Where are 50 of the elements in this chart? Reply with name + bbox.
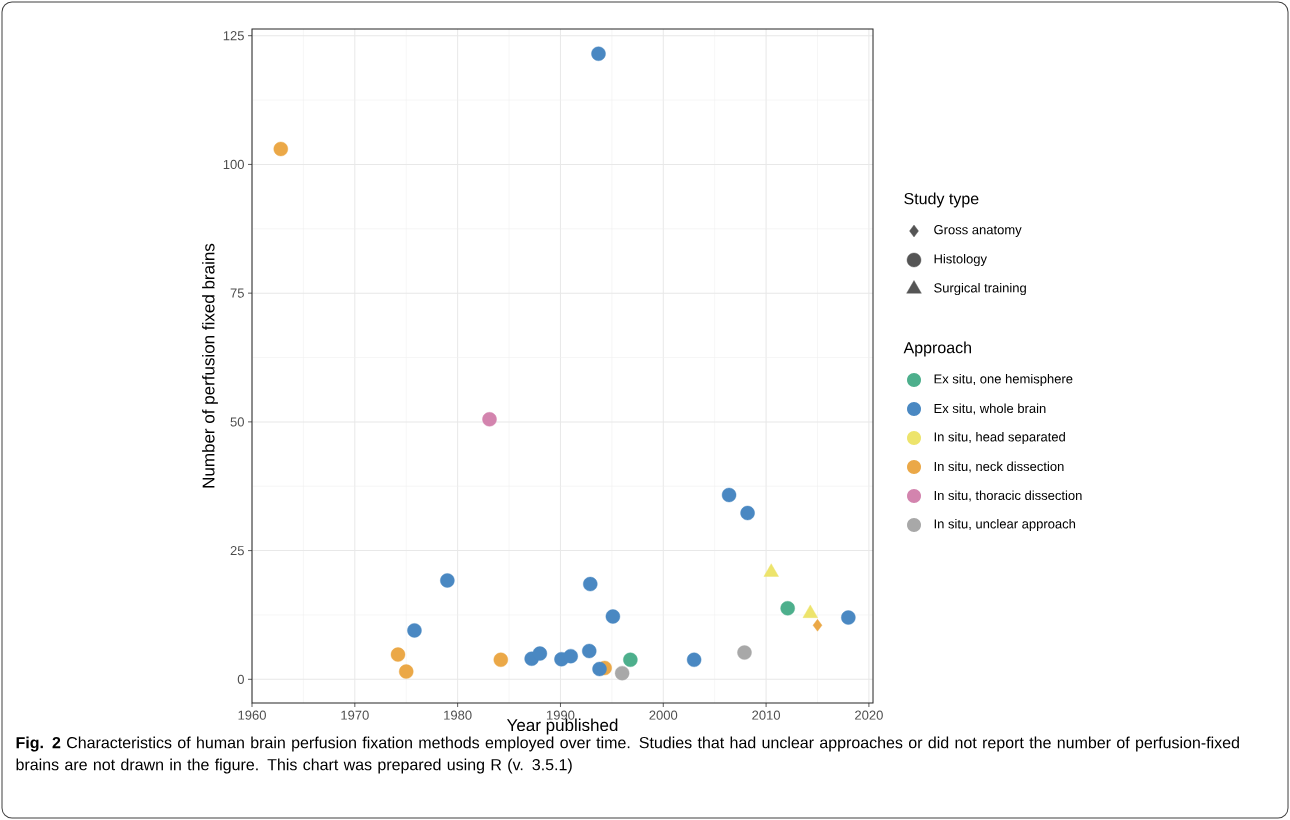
point	[686, 652, 702, 667]
point	[583, 576, 598, 592]
point	[440, 573, 455, 588]
legend-label: In situ, head separated	[934, 431, 1065, 445]
point	[721, 487, 737, 503]
y-tick-label: 50	[230, 417, 244, 427]
point	[482, 412, 497, 427]
category-label: Histology	[934, 253, 987, 267]
x-tick-label: 2000	[649, 710, 678, 720]
y-tick-label: 0	[237, 674, 244, 684]
point	[841, 610, 856, 625]
legend-label: Ex situ, whole brain	[934, 403, 1046, 415]
x-axis-title: Year published	[506, 718, 618, 735]
point	[563, 648, 578, 664]
text: Study type	[904, 192, 979, 208]
point	[780, 601, 795, 616]
category-label: Gross anatomy	[934, 225, 1022, 237]
point	[614, 665, 630, 681]
y-tick-label: 75	[230, 288, 244, 298]
legend-label: Ex situ, one hemisphere	[934, 373, 1073, 387]
point	[493, 652, 509, 667]
category-label: Surgical training	[934, 282, 1026, 296]
x-tick-label: 2020	[855, 710, 883, 720]
point	[407, 623, 422, 638]
point	[582, 643, 597, 659]
point	[390, 647, 406, 662]
x-tick-label: 1990	[546, 710, 575, 720]
point	[592, 661, 607, 677]
legend-label: In situ, neck dissection	[934, 461, 1064, 473]
point	[623, 652, 638, 667]
text: Fig. 2 Characteristics of human brain perfusion fixation methods employed over time. Studies that had unclear approaches or did not report the number of perfusion-fixed brains are not drawn in the figure. This chart was prepared using R (v. 3.5.1)	[16, 736, 1239, 774]
x-tick-label: 1960	[238, 710, 266, 720]
y-axis-title: Number of perfusion fixed brains	[202, 243, 218, 488]
point	[399, 664, 414, 679]
point	[532, 646, 548, 661]
x-tick-label: 1970	[341, 710, 369, 720]
x-tick-label: 1980	[444, 710, 472, 720]
legend-label: In situ, unclear approach	[934, 518, 1076, 532]
point	[740, 505, 755, 521]
legend-label: In situ, thoracic dissection	[934, 490, 1082, 502]
y-tick-label: 100	[223, 159, 244, 170]
y-tick-label: 125	[223, 31, 244, 41]
point	[273, 141, 288, 157]
x-tick-label: 2010	[752, 710, 781, 720]
legend-title: Approach	[903, 341, 971, 357]
y-tick-label: 25	[230, 545, 244, 556]
point	[812, 619, 823, 632]
point	[737, 645, 752, 660]
point	[591, 46, 606, 61]
point	[605, 609, 621, 624]
